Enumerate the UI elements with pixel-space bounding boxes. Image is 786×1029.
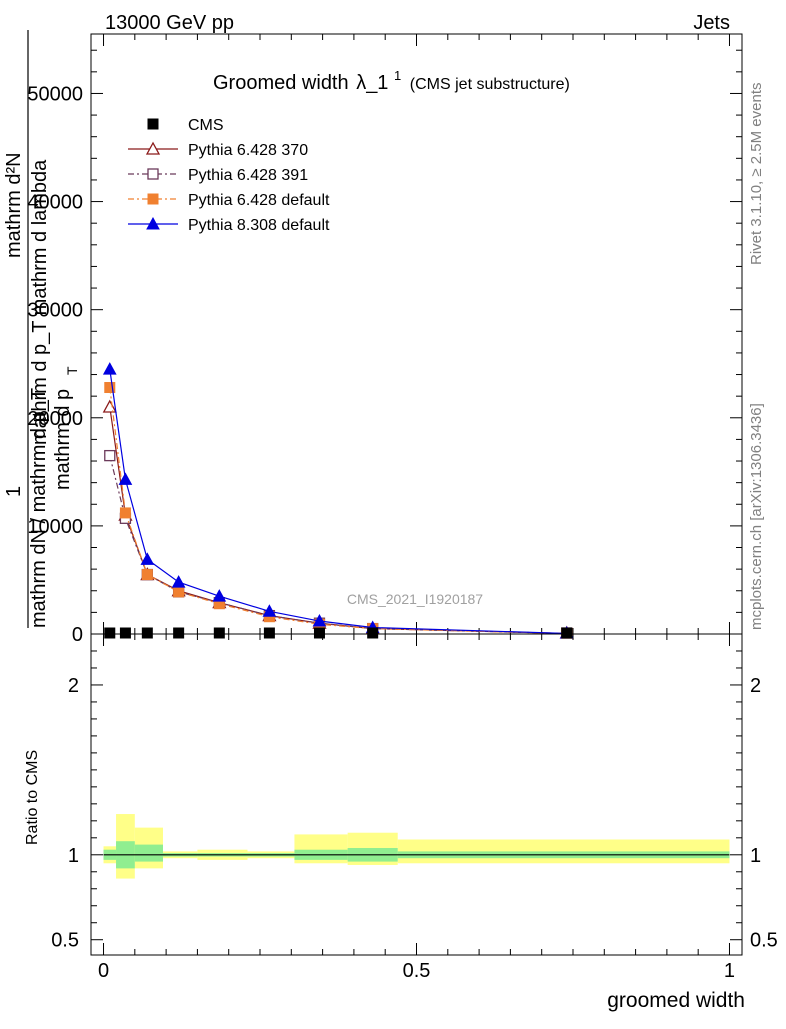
series-line-pythia-6-428-370 — [109, 406, 567, 635]
title-superscript: 1 — [394, 68, 401, 83]
ratio-y-tick-label: 2 — [68, 675, 79, 697]
ylabel-denominator: mathrm dN / mathrm d p_T — [28, 388, 50, 628]
ratio-y-ticks: 0.5 0.5 1 1 2 2 — [51, 650, 778, 952]
legend-entry-pythia-8-308-default: Pythia 8.308 default — [128, 216, 330, 234]
ylabel-top: 1 — [3, 486, 25, 497]
main-y-axis-label: 1 mathrm d²N mathrm d p_T mathrm d lambd… — [3, 30, 80, 628]
data-point-cms — [213, 627, 225, 639]
data-point-pythia-8-308-default — [212, 589, 227, 602]
data-point-pythia-8-308-default — [312, 613, 327, 627]
data-point-cms — [119, 627, 131, 639]
main-y-tick-label: 40000 — [27, 192, 83, 214]
series-line-pythia-6-428-391 — [109, 455, 567, 635]
main-y-tick-label: 30000 — [27, 300, 83, 322]
data-point-cms — [367, 627, 379, 639]
series-pythia-6-428-370 — [102, 399, 574, 639]
legend-marker — [147, 118, 159, 130]
ylabel-denominator-2: mathrm d p — [52, 389, 74, 490]
main-y-tick-label: 50000 — [27, 83, 83, 105]
mcplots-label: mcplots.cern.ch [arXiv:1306.3436] — [748, 403, 765, 630]
data-point-cms — [313, 627, 325, 639]
legend-marker — [146, 216, 160, 230]
title-subtitle: (CMS jet substructure) — [410, 76, 570, 93]
ratio-inner-band — [134, 844, 163, 862]
watermark-label: CMS_2021_I1920187 — [347, 591, 483, 607]
ratio-y-tick-label: 0.5 — [51, 930, 79, 952]
legend: CMS Pythia 6.428 370 Pythia 6.428 391 Pythi… — [128, 117, 330, 234]
data-point-pythia-8-308-default — [118, 472, 133, 485]
data-point-pythia-6-428-370 — [102, 399, 117, 413]
ylabel-denominator-2-sub: T — [64, 366, 80, 375]
legend-label: Pythia 8.308 default — [188, 217, 330, 234]
legend-marker — [145, 141, 161, 155]
legend-marker — [147, 193, 159, 205]
main-y-tick-label: 0 — [72, 624, 83, 646]
main-series-group — [102, 362, 574, 639]
legend-label: Pythia 6.428 391 — [188, 167, 308, 184]
main-y-tick-label: 10000 — [27, 516, 83, 538]
data-point-pythia-6-428-default — [141, 569, 153, 581]
series-pythia-6-428-default — [104, 382, 573, 639]
ratio-y-axis-label: Ratio to CMS — [24, 750, 41, 845]
legend-entry-pythia-6-428-370: Pythia 6.428 370 — [128, 141, 308, 159]
x-axis-label: groomed width — [607, 989, 745, 1012]
legend-label: Pythia 6.428 default — [188, 192, 330, 209]
legend-entry-cms: CMS — [147, 117, 224, 134]
data-point-pythia-8-308-default — [102, 362, 117, 375]
ratio-y-tick-label: 1 — [68, 845, 79, 867]
data-point-pythia-8-308-default — [262, 604, 277, 617]
main-y-ticks: 0 10000 20000 30000 40000 50000 — [27, 49, 742, 646]
series-pythia-6-428-391 — [104, 449, 573, 639]
x-tick-label: 1 — [724, 960, 735, 982]
main-plot: 0 10000 20000 30000 40000 50000 CMS_2021_I192… — [3, 30, 743, 646]
x-tick-label: 0.5 — [403, 960, 431, 982]
category-label: Jets — [693, 12, 730, 34]
ratio-y-tick-label-right: 2 — [750, 675, 761, 697]
data-point-pythia-8-308-default — [140, 552, 155, 565]
ratio-y-tick-label-right: 1 — [750, 845, 761, 867]
data-point-pythia-6-428-default — [119, 507, 131, 519]
chart-title: Groomed width λ_1 1 (CMS jet substructur… — [213, 63, 570, 94]
title-main: Groomed width — [213, 72, 349, 94]
ratio-plot-frame — [90, 633, 743, 956]
data-point-pythia-6-428-default — [104, 382, 116, 394]
ratio-bands — [103, 814, 730, 879]
rivet-label: Rivet 3.1.10, ≥ 2.5M events — [748, 83, 765, 266]
series-cms — [104, 627, 573, 639]
x-tick-label: 0 — [98, 960, 109, 982]
energy-label: 13000 GeV pp — [105, 12, 234, 34]
data-point-pythia-6-428-391 — [104, 449, 116, 462]
main-x-ticks — [103, 34, 730, 634]
data-point-pythia-6-428-default — [173, 586, 185, 598]
legend-marker — [147, 168, 159, 180]
title-symbol: λ_1 — [356, 72, 388, 94]
data-point-cms — [173, 627, 185, 639]
data-point-cms — [141, 627, 153, 639]
ratio-y-tick-label-right: 0.5 — [750, 930, 778, 952]
ylabel-numerator: mathrm d²N — [3, 152, 25, 258]
legend-entry-pythia-6-428-default: Pythia 6.428 default — [128, 192, 330, 209]
ratio-plot: 0.5 0.51 12 2 0 0.5 1 Ratio to CMS groomed wi… — [24, 633, 778, 1012]
legend-label: Pythia 6.428 370 — [188, 142, 308, 159]
data-point-cms — [104, 627, 116, 639]
legend-label: CMS — [188, 117, 224, 134]
data-point-pythia-8-308-default — [171, 575, 186, 588]
ylabel-numerator-sub: mathrm d p_T mathrm d lambda — [29, 159, 51, 445]
main-y-tick-label: 20000 — [27, 408, 83, 430]
data-point-cms — [561, 627, 573, 639]
data-point-cms — [263, 627, 275, 639]
ratio-x-ticks: 0 0.5 1 — [98, 634, 735, 982]
legend-entry-pythia-6-428-391: Pythia 6.428 391 — [128, 167, 308, 184]
